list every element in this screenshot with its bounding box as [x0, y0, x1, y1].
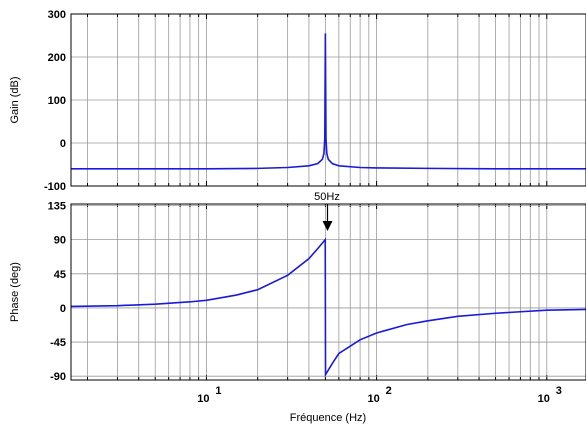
- phase-grid-x: [86, 204, 548, 380]
- phase-grid-y: [71, 205, 586, 377]
- phase-y-ticks: -90 -45 0 45 90 135: [48, 201, 66, 384]
- gain-y-ticks: -100 0 100 200 300: [44, 9, 66, 193]
- phase-y-tick-label: 90: [54, 235, 66, 247]
- phase-x-tick-exponent: 1: [215, 385, 221, 397]
- phase-panel: -90 -45 0 45 90 135 10 1 10 2 10 3 Phase (deg) Fré…: [9, 191, 586, 424]
- gain-axes-frame: [70, 13, 586, 187]
- phase-x-tick-exponent: 2: [386, 385, 392, 397]
- annotation-50hz: 50Hz: [314, 191, 340, 231]
- gain-y-tick-label: -100: [44, 181, 66, 193]
- gain-y-tick-label: 100: [48, 95, 66, 107]
- gain-y-tick-label: 0: [60, 138, 66, 150]
- annotation-50hz-arrow-head: [322, 221, 333, 231]
- gain-y-tick-label: 300: [48, 9, 66, 21]
- gain-series-line: [71, 33, 586, 170]
- phase-x-tick-exponent: 3: [556, 385, 562, 397]
- phase-ylabel: Phase (deg): [9, 262, 21, 322]
- phase-axes-frame: [70, 203, 586, 381]
- phase-x-tick-label: 10: [197, 393, 209, 405]
- phase-y-tick-label: 135: [48, 201, 66, 213]
- gain-y-tick-label: 200: [48, 52, 66, 64]
- gain-panel: -100 0 100 200 300 Gain (dB): [9, 9, 586, 193]
- phase-y-tick-label: -90: [50, 371, 66, 383]
- phase-xlabel: Fréquence (Hz): [290, 412, 366, 424]
- phase-x-ticks: 10 1 10 2 10 3: [197, 385, 562, 405]
- phase-x-tick-label: 10: [538, 393, 550, 405]
- phase-y-tick-label: 0: [60, 303, 66, 315]
- phase-series-line: [70, 237, 586, 378]
- phase-y-tick-label: -45: [50, 337, 66, 349]
- gain-ylabel: Gain (dB): [9, 76, 21, 123]
- annotation-50hz-label: 50Hz: [314, 191, 340, 203]
- phase-y-tick-label: 45: [54, 269, 66, 281]
- phase-x-tick-label: 10: [367, 393, 379, 405]
